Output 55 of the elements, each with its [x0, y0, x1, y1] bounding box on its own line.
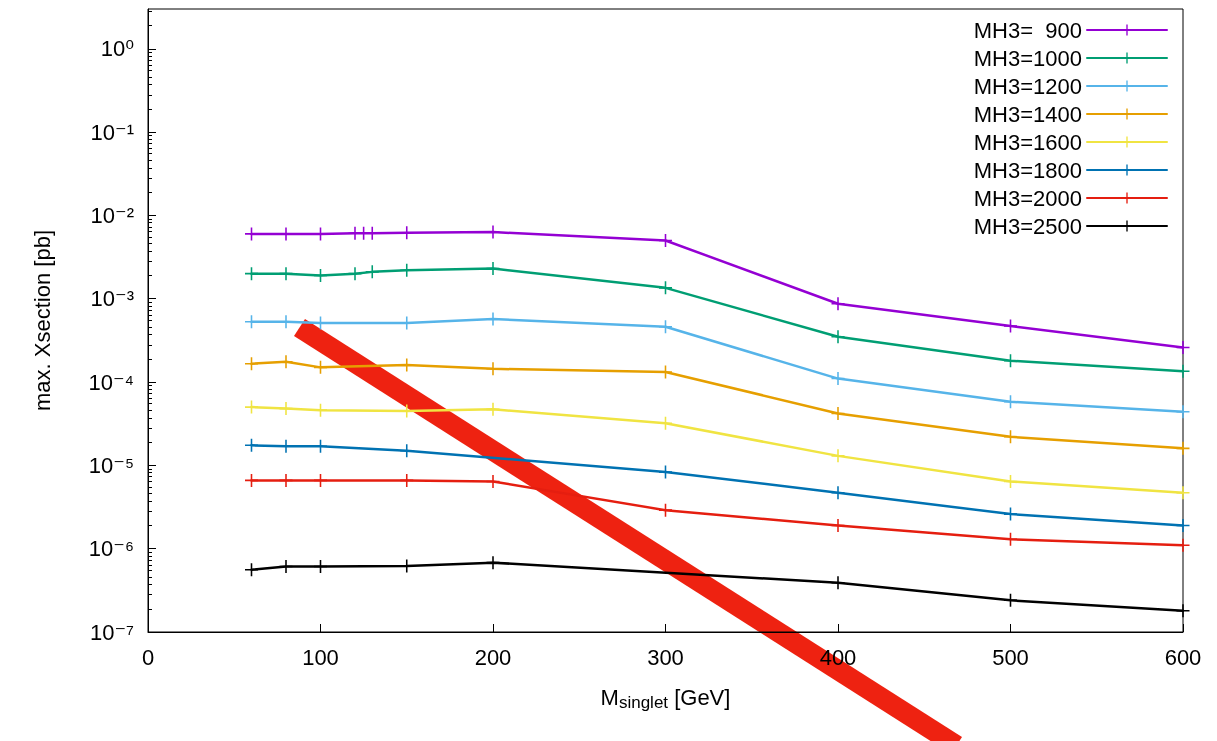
point — [831, 297, 845, 311]
legend-label: MH3=1400 — [973, 101, 1082, 127]
point — [659, 320, 672, 334]
point — [1004, 507, 1017, 521]
point — [659, 281, 672, 295]
x-tick-label: 200 — [474, 644, 512, 670]
legend-label: MH3=2500 — [973, 213, 1082, 239]
point — [831, 330, 845, 344]
point — [400, 473, 414, 487]
legend-label: MH3=1800 — [973, 157, 1082, 183]
x-tick-label: 500 — [992, 644, 1029, 670]
x-tick-label: 0 — [141, 644, 155, 670]
point — [831, 406, 845, 420]
point — [1176, 340, 1190, 354]
y-tick-label: 10⁻¹ — [90, 119, 134, 145]
x-tick-label: 300 — [647, 644, 684, 670]
point — [1176, 441, 1190, 455]
point — [831, 449, 845, 463]
point — [659, 465, 672, 479]
legend-label: MH3=1600 — [973, 129, 1082, 155]
legend-label: MH3=1000 — [973, 45, 1082, 71]
point — [1176, 405, 1190, 419]
y-tick-label: 10⁻⁵ — [88, 452, 134, 478]
point — [279, 560, 293, 574]
point — [279, 402, 293, 416]
point — [245, 400, 258, 414]
x-tick-label: 600 — [1164, 644, 1202, 670]
y-tick-label: 10⁻⁷ — [89, 619, 135, 645]
point — [831, 518, 845, 532]
y-tick-label: 10⁻⁴ — [88, 369, 134, 395]
point — [831, 576, 845, 590]
point — [1004, 319, 1017, 333]
point — [831, 372, 845, 386]
point — [659, 503, 672, 517]
y-tick-label: 10⁻² — [90, 202, 134, 228]
point — [1176, 604, 1190, 618]
point — [279, 473, 293, 487]
legend-label: MH3= 900 — [973, 17, 1082, 43]
point — [831, 486, 845, 500]
point — [1176, 518, 1190, 532]
point — [486, 556, 500, 570]
y-axis-title: max. Xsection [pb] — [29, 230, 55, 411]
point — [279, 267, 293, 281]
legend-label: MH3=2000 — [973, 185, 1082, 211]
point — [486, 262, 500, 276]
point — [486, 402, 500, 416]
y-tick-label: 10⁻³ — [90, 286, 134, 312]
point — [365, 265, 379, 279]
legend-label: MH3=1200 — [973, 73, 1082, 99]
y-tick-label: 10⁻⁶ — [88, 536, 134, 562]
point — [348, 267, 362, 281]
x-tick-label: 100 — [302, 644, 339, 670]
point — [486, 475, 500, 489]
point — [1176, 486, 1190, 500]
y-tick-label: 10⁰ — [100, 36, 135, 62]
